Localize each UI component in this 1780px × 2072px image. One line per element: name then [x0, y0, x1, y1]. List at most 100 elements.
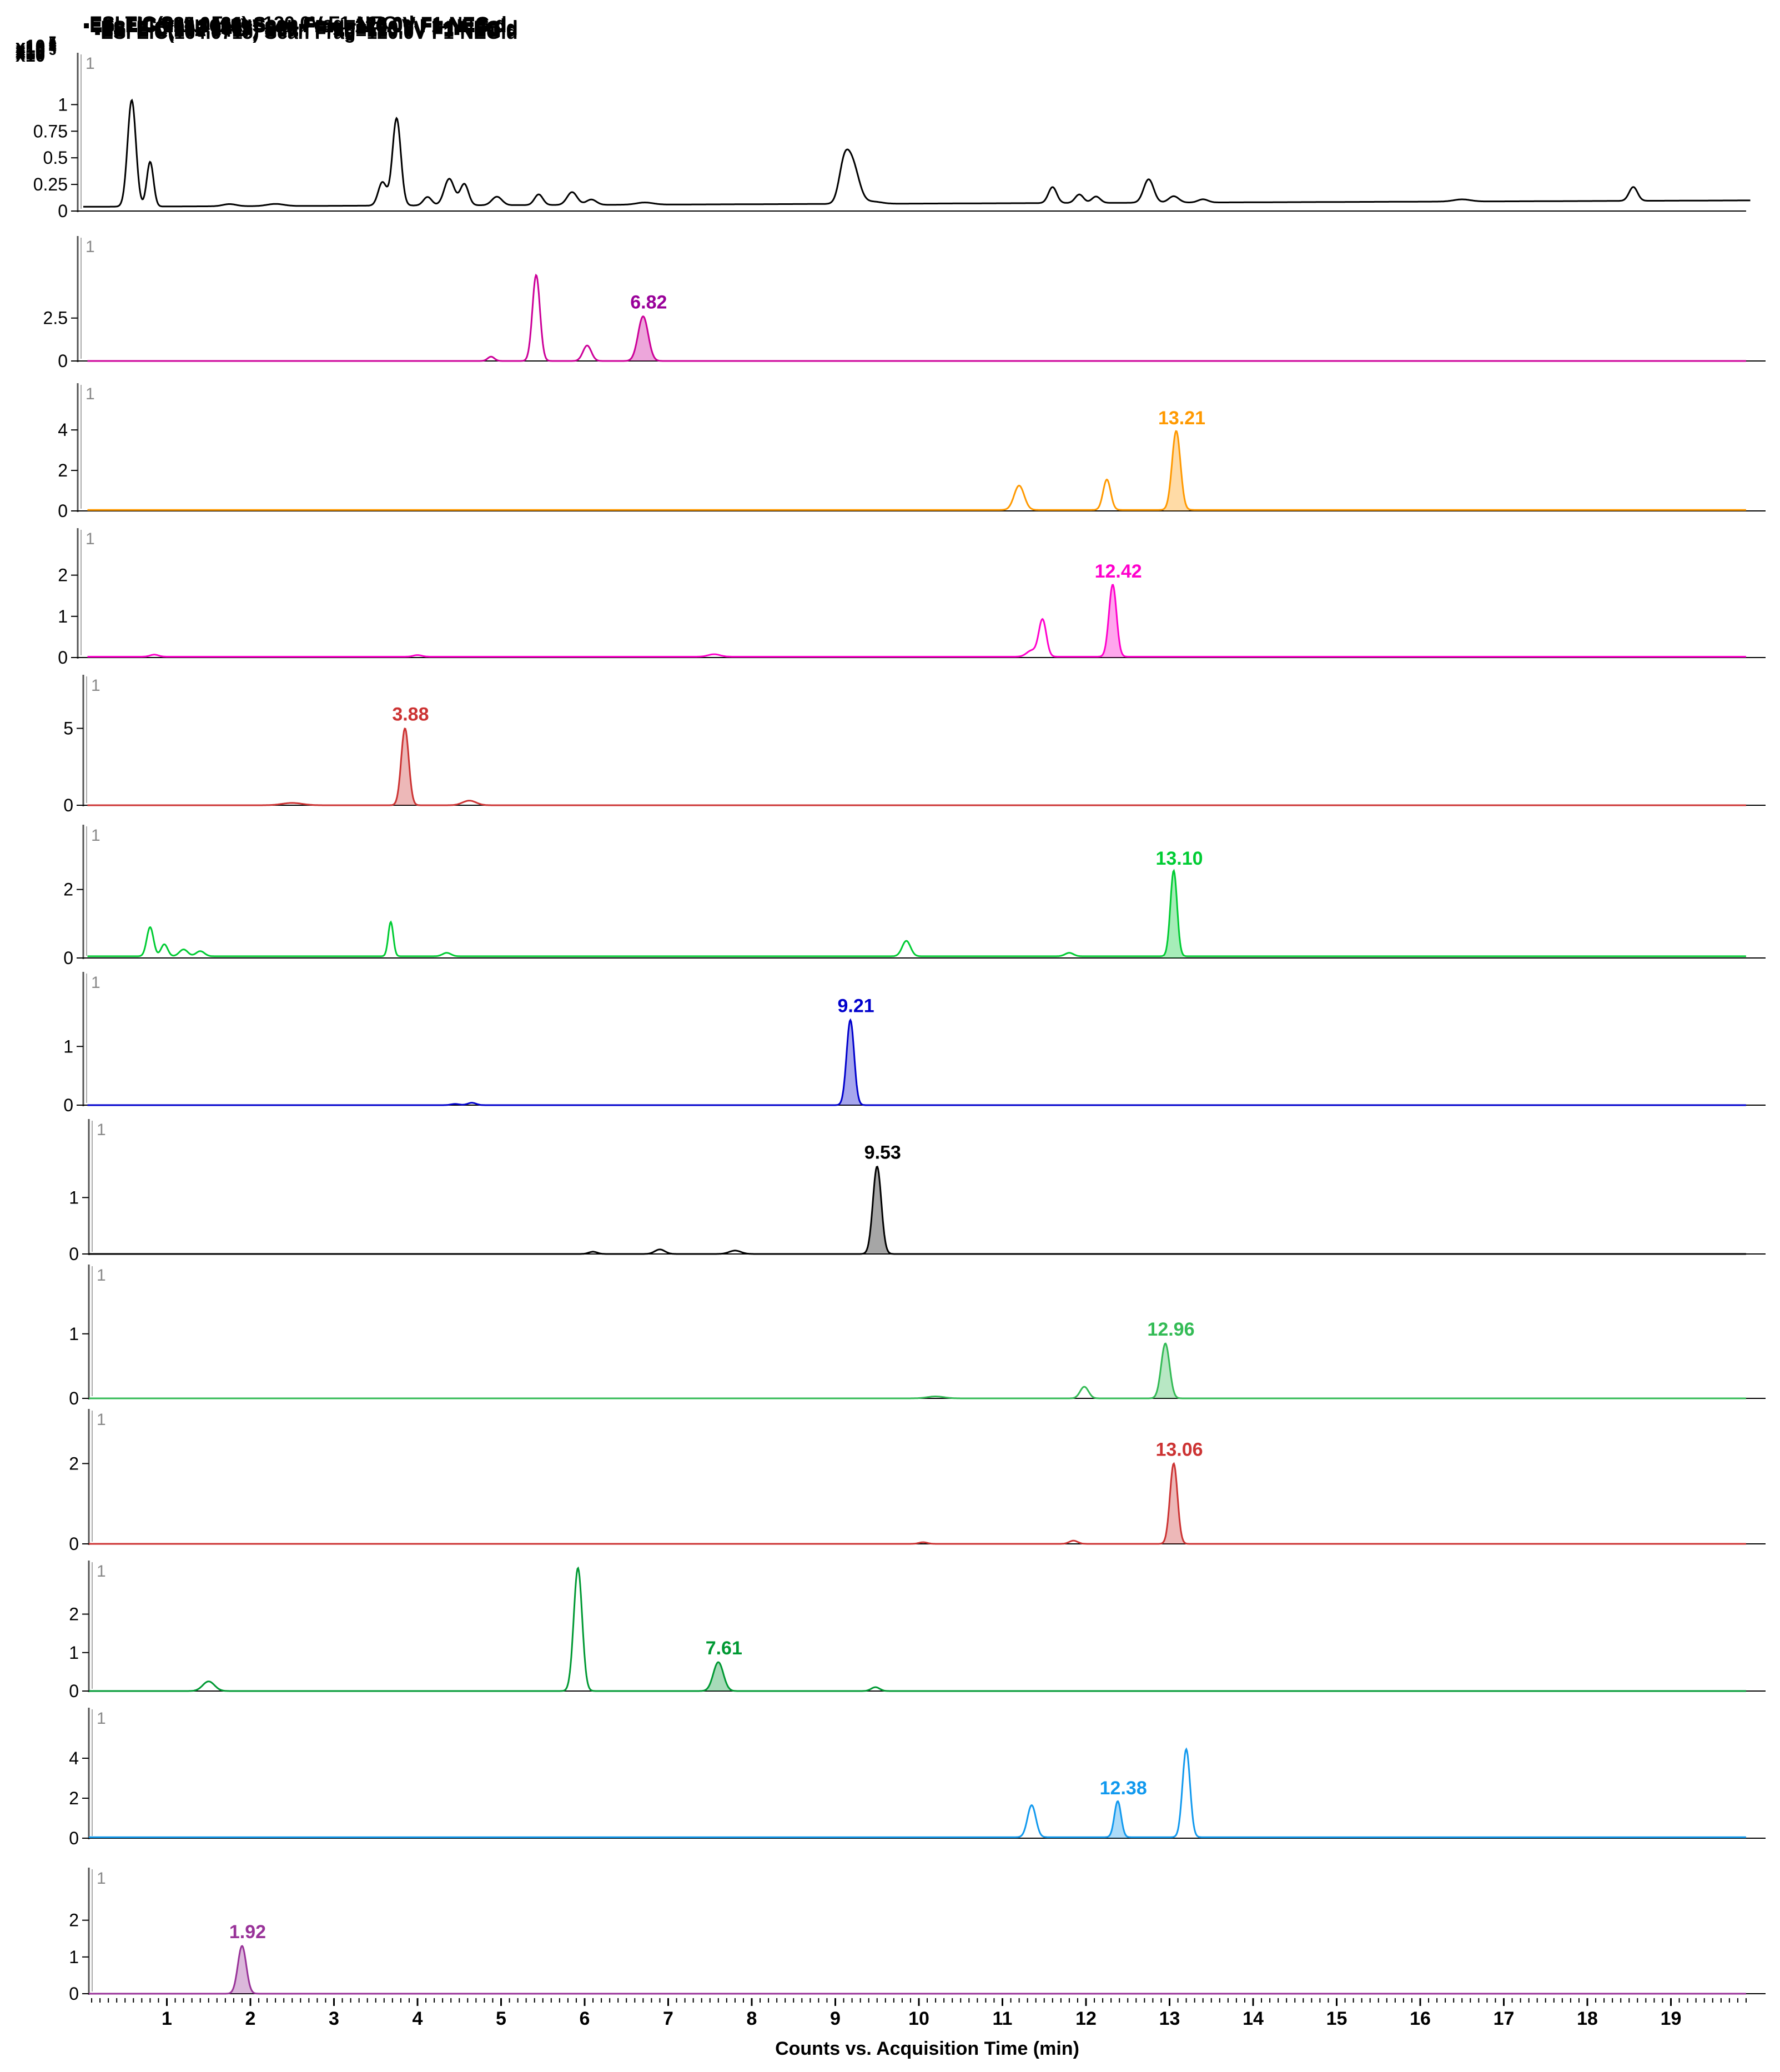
panel-title: -ESI EIC(271.0620) Scan Frag=120.0V F1-N…	[83, 16, 507, 37]
exponent-label: x10 5	[16, 39, 56, 62]
y-tick-label: 0.75	[33, 121, 68, 141]
exponent-label: x10 4	[16, 34, 57, 57]
y-tick-label: 0	[69, 1984, 79, 2004]
trace-line	[87, 869, 1746, 957]
x-tick-label: 1	[162, 2008, 172, 2029]
exponent-label: x10 4	[16, 37, 57, 59]
y-tick-label: 0	[69, 1681, 79, 1701]
panel-eic164: x10 5 -ESI EIC(164.0715) Scan Frag=120.0V…	[16, 22, 1766, 2004]
peak-area	[703, 1662, 733, 1691]
trace-index: 1	[91, 826, 100, 845]
panel-eic285a: x10 4 -ESI EIC(285.0424) Scan Frag=120.0V…	[16, 13, 1766, 521]
panel-tic: x10 7 -ESI TIC Scan Frag=120.0V F1-NEG.d 1…	[16, 13, 1751, 221]
x-tick-label: 4	[413, 2008, 423, 2029]
peak-area	[1164, 870, 1184, 958]
y-tick-label: 1	[63, 1036, 73, 1056]
peak-label: 3.88	[392, 704, 429, 725]
y-tick-label: 0.5	[43, 148, 68, 168]
panel-eic611: x10 6 -ESI EIC(611.1625) Scan Frag=120.0V…	[16, 16, 1766, 815]
trace-index: 1	[91, 974, 100, 992]
peak-area	[394, 728, 416, 805]
x-tick-label: 5	[496, 2008, 506, 2029]
trace-line	[89, 1462, 1746, 1545]
peak-label: 12.38	[1100, 1778, 1147, 1799]
peak-area	[1101, 584, 1124, 658]
panel-eic285b: x10 4 -ESI EIC(285.0417) Scan Frag=120.0V…	[16, 20, 1766, 1848]
panel-title: -ESI EIC(285.0424) Scan Frag=120.0V F1-N…	[83, 13, 507, 34]
panel-eic447: x10 5 -ESI EIC(447.0941) Scan Frag=120.0V…	[16, 17, 1766, 1264]
peak-label: 13.06	[1155, 1439, 1203, 1460]
y-tick-label: 0	[63, 1095, 73, 1115]
exponent-label: x10 3	[16, 37, 56, 59]
x-tick-label: 17	[1494, 2008, 1515, 2029]
peak-area	[1153, 1343, 1178, 1398]
y-tick-label: 0	[58, 501, 68, 521]
y-tick-label: 0	[69, 1388, 79, 1408]
panel-eic909: x10 5 -ESI EIC(909.2135) Scan Frag=120.0V…	[16, 17, 1766, 1408]
trace-index: 1	[86, 238, 95, 256]
exponent-label: x10 5	[16, 38, 56, 61]
exponent-label: x10 7	[16, 34, 56, 56]
peak-area	[1108, 1801, 1128, 1838]
y-tick-label: 1	[58, 94, 68, 114]
y-tick-label: 2	[69, 1453, 79, 1473]
x-tick-label: 14	[1243, 2008, 1264, 2029]
exponent-label: x10 5	[16, 38, 56, 61]
panel-title: -ESI EIC(447.0941) Scan Frag=120.0V F1-N…	[94, 17, 518, 38]
y-tick-label: 5	[63, 719, 73, 739]
x-tick-label: 19	[1661, 2008, 1682, 2029]
x-tick-label: 16	[1410, 2008, 1431, 2029]
y-tick-label: 1	[69, 1947, 79, 1967]
y-tick-label: 4	[69, 1748, 79, 1768]
x-tick-label: 3	[329, 2008, 339, 2029]
exponent-label: x10 5	[16, 34, 56, 57]
x-tick-label: 12	[1075, 2008, 1097, 2029]
x-tick-label: 8	[747, 2008, 757, 2029]
peak-label: 1.92	[229, 1922, 266, 1943]
trace-index: 1	[97, 1121, 106, 1139]
panel-title: -ESI EIC(611.1625) Scan Frag=120.0V F1-N…	[83, 16, 506, 37]
trace-line	[87, 1018, 1746, 1106]
panel-eic593: x10 6 -ESI EIC(593.1512) Scan Frag=120.0V…	[16, 18, 1766, 1115]
y-tick-label: 0	[58, 201, 68, 221]
y-tick-label: 2	[58, 565, 68, 585]
x-tick-label: 9	[830, 2008, 841, 2029]
trace-index: 1	[97, 1411, 106, 1429]
exponent-label: x10 5	[16, 43, 56, 66]
y-tick-label: 2	[58, 460, 68, 480]
y-tick-label: 0	[63, 948, 73, 968]
trace-index: 1	[97, 1869, 106, 1888]
y-tick-label: 2	[69, 1788, 79, 1808]
peak-label: 12.96	[1147, 1319, 1194, 1340]
y-tick-label: 1	[69, 1643, 79, 1663]
trace-line	[87, 728, 1746, 806]
exponent-label: x10 6	[16, 39, 56, 62]
x-tick-label: 10	[908, 2008, 929, 2029]
y-tick-label: 4	[58, 420, 68, 440]
trace-line	[83, 98, 1751, 208]
x-tick-label: 18	[1577, 2008, 1598, 2029]
panel-eic301: x10 4 -ESI EIC(301.0367) Scan Frag=120.0V…	[16, 16, 1766, 668]
panel-title: -ESI EIC(463.0893) Scan Frag=120.0V F1-N…	[94, 18, 518, 39]
y-tick-label: 1	[69, 1187, 79, 1207]
peak-label: 13.21	[1158, 408, 1205, 429]
trace-index: 1	[86, 54, 95, 73]
peak-area	[628, 316, 658, 361]
x-tick-label: 11	[993, 2008, 1013, 2029]
y-tick-label: 2	[63, 880, 73, 900]
x-axis-title: Counts vs. Acquisition Time (min)	[775, 2038, 1079, 2059]
panel-title: -ESI EIC(909.2135) Scan Frag=120.0V F1-N…	[94, 17, 518, 38]
y-tick-label: 0	[58, 351, 68, 371]
x-tick-label: 15	[1326, 2008, 1347, 2029]
y-tick-label: 1	[69, 1324, 79, 1344]
y-tick-label: 0	[69, 1244, 79, 1264]
x-tick-label: 2	[245, 2008, 256, 2029]
x-tick-label: 13	[1159, 2008, 1180, 2029]
peak-label: 6.82	[630, 292, 667, 313]
y-tick-label: 0	[63, 795, 73, 815]
x-tick-label: 6	[580, 2008, 590, 2029]
peak-label: 9.53	[864, 1142, 901, 1163]
